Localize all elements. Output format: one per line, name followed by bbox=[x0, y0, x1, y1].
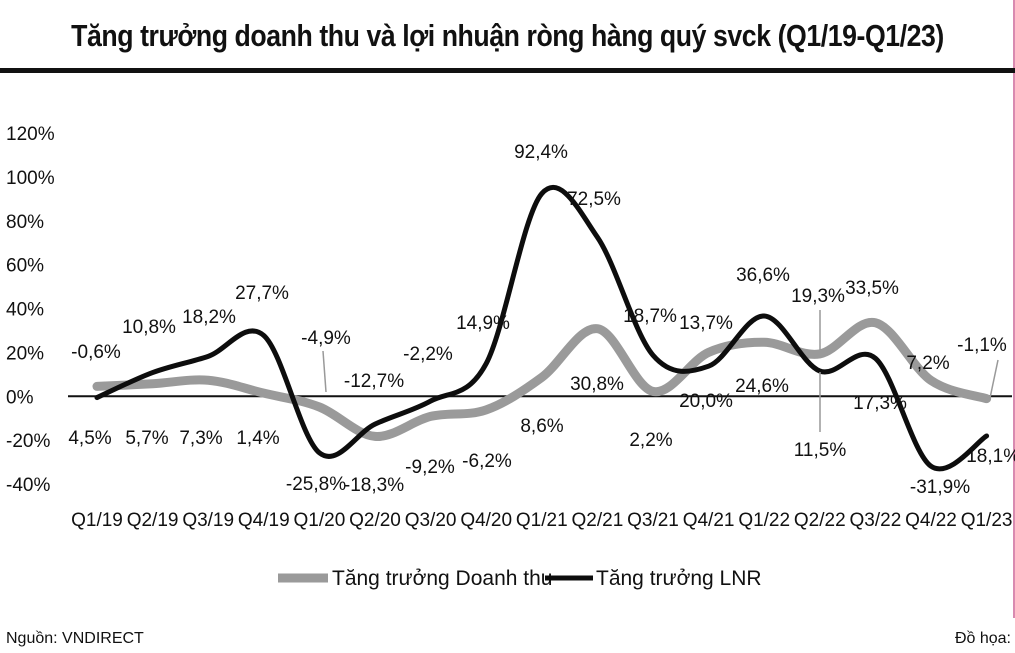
data-label-revenue: -1,1% bbox=[957, 335, 1007, 356]
data-label-profit: -12,7% bbox=[344, 371, 404, 392]
data-label-profit: 13,7% bbox=[679, 313, 733, 334]
data-label-revenue: 2,2% bbox=[629, 430, 672, 451]
x-tick-label: Q1/23 bbox=[961, 510, 1013, 531]
x-tick-label: Q3/22 bbox=[850, 510, 902, 531]
y-tick-label: 60% bbox=[6, 256, 44, 277]
data-label-revenue: 19,3% bbox=[791, 286, 845, 307]
legend-label-revenue: Tăng trưởng Doanh thu bbox=[332, 567, 552, 590]
x-tick-label: Q3/19 bbox=[182, 510, 234, 531]
data-label-profit: -18,1% bbox=[960, 446, 1015, 467]
y-tick-label: -40% bbox=[6, 475, 50, 496]
data-label-revenue: -6,2% bbox=[462, 451, 512, 472]
data-label-revenue: -9,2% bbox=[405, 457, 455, 478]
x-tick-label: Q1/22 bbox=[738, 510, 790, 531]
chart-frame bbox=[1013, 0, 1015, 618]
x-tick-label: Q4/20 bbox=[460, 510, 512, 531]
data-label-revenue: 5,7% bbox=[125, 428, 168, 449]
data-label-revenue: 33,5% bbox=[845, 278, 899, 299]
leader-line bbox=[989, 359, 999, 399]
data-label-profit: 14,9% bbox=[456, 313, 510, 334]
title-rule bbox=[0, 68, 1015, 73]
data-label-revenue: 8,6% bbox=[520, 416, 563, 437]
data-label-profit: 72,5% bbox=[567, 189, 621, 210]
data-label-profit: 10,8% bbox=[122, 317, 176, 338]
data-label-revenue: -18,3% bbox=[344, 475, 404, 496]
data-label-profit: -31,9% bbox=[910, 477, 970, 498]
y-tick-label: -20% bbox=[6, 431, 50, 452]
x-tick-label: Q2/19 bbox=[127, 510, 179, 531]
footer-credit: Đồ họa: bbox=[954, 630, 1011, 647]
data-label-revenue: 1,4% bbox=[236, 428, 279, 449]
x-tick-label: Q2/21 bbox=[572, 510, 624, 531]
chart-title: Tăng trưởng doanh thu và lợi nhuận ròng … bbox=[71, 18, 944, 53]
x-tick-label: Q2/22 bbox=[794, 510, 846, 531]
footer-source: Nguồn: VNDIRECT bbox=[6, 630, 144, 647]
x-tick-label: Q4/22 bbox=[905, 510, 957, 531]
data-label-profit: -25,8% bbox=[286, 474, 346, 495]
series-line-revenue bbox=[92, 318, 992, 441]
y-tick-label: 80% bbox=[6, 212, 44, 233]
data-label-profit: 36,6% bbox=[736, 265, 790, 286]
x-tick-label: Q4/21 bbox=[683, 510, 735, 531]
data-label-profit: -0,6% bbox=[71, 342, 121, 363]
data-label-profit: 17,3% bbox=[853, 393, 907, 414]
data-label-profit: 18,2% bbox=[182, 307, 236, 328]
data-label-revenue: 20,0% bbox=[679, 391, 733, 412]
data-label-revenue: 7,3% bbox=[179, 428, 222, 449]
data-label-revenue: 4,5% bbox=[68, 428, 111, 449]
y-tick-label: 120% bbox=[6, 124, 55, 145]
data-label-profit: 27,7% bbox=[235, 283, 289, 304]
data-label-profit: 11,5% bbox=[794, 440, 847, 461]
legend-label-profit: Tăng trưởng LNR bbox=[596, 567, 762, 590]
data-label-revenue: -4,9% bbox=[301, 328, 351, 349]
x-tick-label: Q2/20 bbox=[349, 510, 401, 531]
leader-line bbox=[322, 350, 327, 393]
data-label-revenue: 7,2% bbox=[906, 353, 949, 374]
y-tick-label: 40% bbox=[6, 300, 44, 321]
x-tick-label: Q4/19 bbox=[238, 510, 290, 531]
series-line-profit bbox=[94, 184, 990, 472]
x-tick-label: Q1/19 bbox=[71, 510, 123, 531]
data-label-profit: 18,7% bbox=[623, 306, 677, 327]
y-tick-label: 20% bbox=[6, 343, 44, 364]
x-tick-label: Q3/20 bbox=[405, 510, 457, 531]
x-tick-label: Q1/20 bbox=[294, 510, 346, 531]
data-label-revenue: 30,8% bbox=[570, 374, 624, 395]
chart-canvas: 120% 100% 80% 60% 40% 20% 0% -20% -40% Q1/19 Q2/19… bbox=[6, 124, 1015, 590]
data-label-profit: -2,2% bbox=[403, 344, 453, 365]
data-label-revenue: 24,6% bbox=[735, 376, 789, 397]
y-tick-label: 100% bbox=[6, 168, 55, 189]
data-label-profit: 92,4% bbox=[514, 142, 568, 163]
y-tick-label: 0% bbox=[6, 387, 34, 408]
x-tick-label: Q1/21 bbox=[516, 510, 568, 531]
x-tick-label: Q3/21 bbox=[627, 510, 679, 531]
